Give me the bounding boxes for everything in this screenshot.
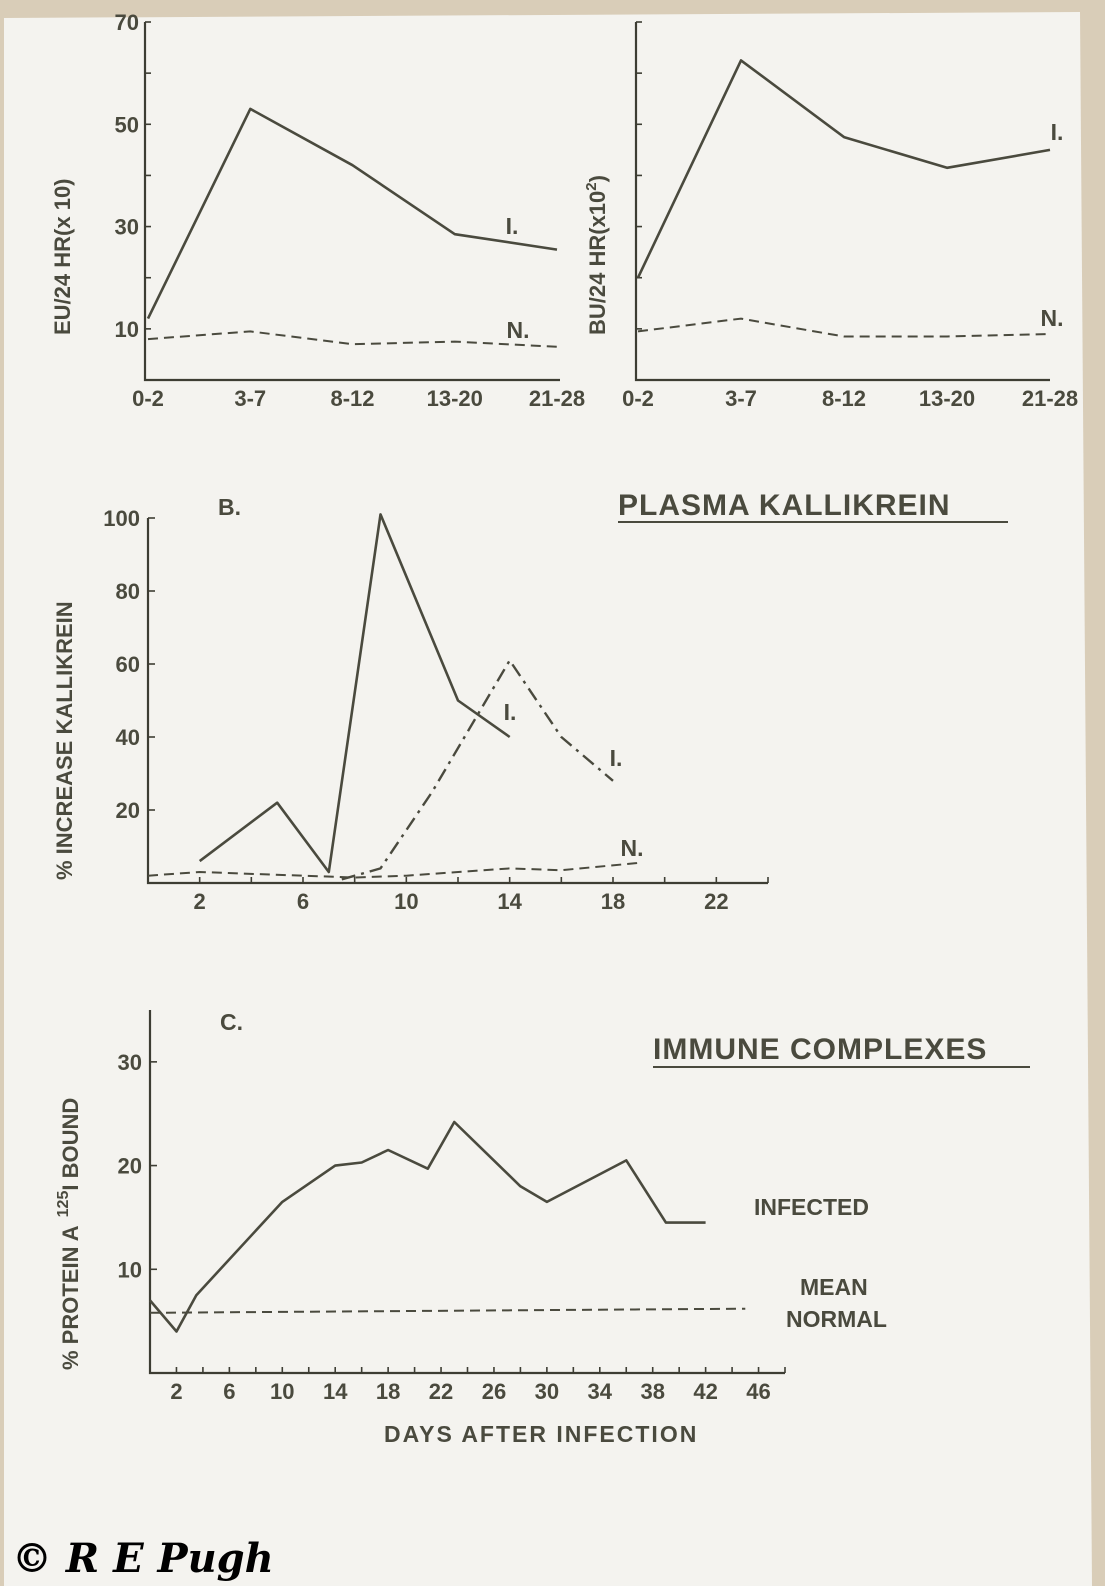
immune-y-axis-label: % PROTEIN A125I BOUND xyxy=(55,1098,83,1370)
urine-x-tick-label: 3-7 xyxy=(234,386,266,411)
kallikrein-y-tick-label: 100 xyxy=(103,506,140,531)
urine-y-axis-label: EU/24 HR(x 10) xyxy=(50,178,75,335)
kallikrein-series-n-label: N. xyxy=(621,835,644,861)
immune-x-tick-label: 10 xyxy=(270,1379,294,1404)
urine-y-tick-label: 50 xyxy=(115,112,139,137)
slide-card xyxy=(4,12,1092,1586)
legend-normal: NORMAL xyxy=(786,1306,887,1332)
urine-series-n-label: N. xyxy=(507,317,530,343)
blood-x-tick-label: 0-2 xyxy=(622,386,654,411)
immune-x-axis-label: DAYS AFTER INFECTION xyxy=(384,1421,698,1447)
immune-y-tick-label: 20 xyxy=(118,1154,142,1179)
immune-x-tick-label: 30 xyxy=(535,1379,559,1404)
immune-x-tick-label: 38 xyxy=(640,1379,664,1404)
immune-y-tick-label: 30 xyxy=(118,1050,142,1075)
legend-infected: INFECTED xyxy=(754,1194,869,1220)
immune-complexes-title: IMMUNE COMPLEXES xyxy=(653,1033,987,1066)
urine-x-tick-label: 0-2 xyxy=(132,386,164,411)
blood-x-tick-label: 21-28 xyxy=(1022,386,1078,411)
blood-series-i-label: I. xyxy=(1051,119,1064,145)
panel-c-label: C. xyxy=(220,1009,243,1035)
urine-series-infected-line xyxy=(146,107,558,320)
urine-series-i-label: I. xyxy=(506,213,519,239)
plasma-kallikrein-title: PLASMA KALLIKREIN xyxy=(618,489,951,522)
kallikrein-y-tick-label: 40 xyxy=(116,725,140,750)
plasma-kallikrein-panel: 2 6 10 14 18 22 20 40 60 80 100 I. I. N. xyxy=(103,506,769,914)
immune-x-tick-label: 46 xyxy=(746,1379,770,1404)
blood-series-infected-line xyxy=(636,59,1051,279)
kallikrein-series-1-line xyxy=(341,658,614,881)
urine-y-tick-label: 30 xyxy=(115,215,139,240)
kallikrein-x-tick-label: 2 xyxy=(194,889,206,914)
panel-b-label: B. xyxy=(218,494,241,520)
blood-kallikrein-panel: 0-2 3-7 8-12 13-20 21-28 I. N. xyxy=(622,21,1078,411)
kallikrein-x-tick-label: 18 xyxy=(601,889,625,914)
blood-x-tick-label: 8-12 xyxy=(822,386,866,411)
blood-series-normal-line xyxy=(637,317,1051,338)
kallikrein-x-tick-label: 10 xyxy=(394,889,418,914)
urine-series-normal-line xyxy=(147,330,558,348)
urine-x-tick-label: 13-20 xyxy=(427,386,483,411)
urine-y-tick-label: 70 xyxy=(115,10,139,35)
kallikrein-y-axis-label: % INCREASE KALLIKREIN xyxy=(52,601,77,880)
kallikrein-series-2-line xyxy=(147,861,639,879)
urine-y-tick-label: 10 xyxy=(115,317,139,342)
blood-x-tick-label: 3-7 xyxy=(725,386,757,411)
immune-x-tick-label: 34 xyxy=(588,1379,613,1404)
urine-x-tick-label: 8-12 xyxy=(330,386,374,411)
kallikrein-series-i-solid-label: I. xyxy=(504,699,517,725)
immune-series-1-line xyxy=(149,1307,746,1314)
legend-mean: MEAN xyxy=(800,1274,868,1300)
kallikrein-x-tick-label: 6 xyxy=(297,889,309,914)
kallikrein-y-tick-label: 60 xyxy=(116,652,140,677)
immune-x-tick-label: 18 xyxy=(376,1379,400,1404)
blood-x-tick-label: 13-20 xyxy=(919,386,975,411)
kallikrein-x-tick-label: 22 xyxy=(704,889,728,914)
blood-y-axis-label: BU/24 HR(x102) xyxy=(583,175,610,335)
immune-y-tick-label: 10 xyxy=(118,1257,142,1282)
kallikrein-series-i-dashdot-label: I. xyxy=(610,745,623,771)
kallikrein-series-0-line xyxy=(198,513,511,874)
urine-kallikrein-panel: 0-2 3-7 8-12 13-20 21-28 10 30 50 70 I. N. xyxy=(115,10,586,411)
blood-series-n-label: N. xyxy=(1041,305,1064,331)
immune-x-tick-label: 6 xyxy=(223,1379,235,1404)
immune-x-tick-label: 22 xyxy=(429,1379,453,1404)
urine-x-tick-label: 21-28 xyxy=(529,386,585,411)
kallikrein-y-tick-label: 20 xyxy=(116,798,140,823)
immune-x-tick-label: 14 xyxy=(323,1379,348,1404)
copyright-signature: © R E Pugh xyxy=(12,1535,274,1582)
immune-x-tick-label: 2 xyxy=(170,1379,182,1404)
immune-x-tick-label: 26 xyxy=(482,1379,506,1404)
immune-x-tick-label: 42 xyxy=(693,1379,717,1404)
immune-series-0-line xyxy=(149,1120,706,1333)
kallikrein-y-tick-label: 80 xyxy=(116,579,140,604)
kallikrein-x-tick-label: 14 xyxy=(497,889,522,914)
